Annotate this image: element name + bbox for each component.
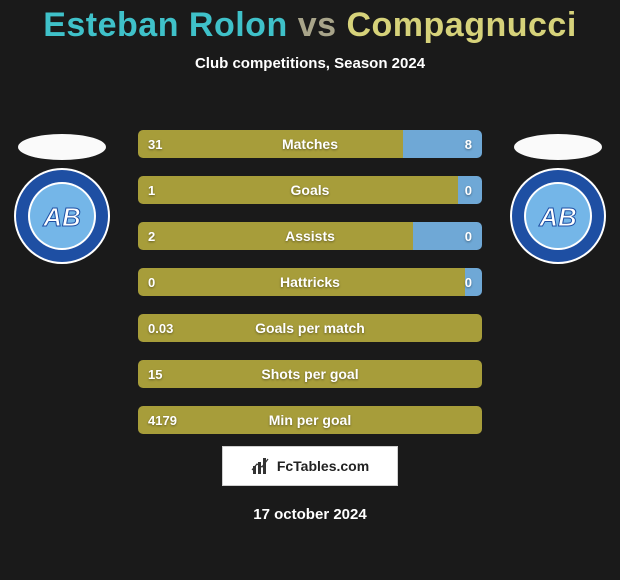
stat-label: Assists <box>138 222 482 250</box>
stat-value-right: 0 <box>465 222 472 250</box>
stat-value-left: 2 <box>148 222 155 250</box>
brand-logo-box: FcTables.com <box>222 446 398 486</box>
club-badge-svg: AB <box>12 166 112 266</box>
page-title: Esteban Rolon vs Compagnucci <box>0 6 620 45</box>
stat-label: Goals <box>138 176 482 204</box>
svg-text:AB: AB <box>42 202 81 232</box>
stat-row: Goals1 0 <box>138 176 482 204</box>
stat-value-left: 31 <box>148 130 162 158</box>
stat-row: Min per goal4179 <box>138 406 482 434</box>
player2-club-badge: AB <box>508 166 608 266</box>
footer-date: 17 october 2024 <box>0 506 620 523</box>
player1-name: Esteban Rolon <box>43 6 288 44</box>
vs-separator: vs <box>298 6 337 44</box>
stat-label: Min per goal <box>138 406 482 434</box>
stat-value-right: 0 <box>465 268 472 296</box>
player2-name: Compagnucci <box>346 6 576 44</box>
player2-shadow-ellipse <box>514 134 602 160</box>
club-badge-svg: AB <box>508 166 608 266</box>
subtitle: Club competitions, Season 2024 <box>0 55 620 72</box>
stat-label: Hattricks <box>138 268 482 296</box>
brand-text: FcTables.com <box>277 458 369 474</box>
player1-shadow-ellipse <box>18 134 106 160</box>
stat-value-left: 4179 <box>148 406 177 434</box>
comparison-infographic: Esteban Rolon vs Compagnucci Club compet… <box>0 6 620 580</box>
stat-row: Goals per match0.03 <box>138 314 482 342</box>
stat-value-left: 0.03 <box>148 314 173 342</box>
stat-label: Matches <box>138 130 482 158</box>
stat-value-left: 0 <box>148 268 155 296</box>
stat-value-left: 1 <box>148 176 155 204</box>
stat-bars: Matches318Goals10Assists20Hattricks00Goa… <box>138 130 482 452</box>
stat-row: Assists2 0 <box>138 222 482 250</box>
stat-label: Shots per goal <box>138 360 482 388</box>
stat-value-right: 8 <box>465 130 472 158</box>
stat-row: Shots per goal15 <box>138 360 482 388</box>
stat-row: Hattricks0 0 <box>138 268 482 296</box>
stat-value-right: 0 <box>465 176 472 204</box>
stat-value-left: 15 <box>148 360 162 388</box>
player1-club-badge: AB <box>12 166 112 266</box>
stat-label: Goals per match <box>138 314 482 342</box>
bar-chart-icon <box>251 456 271 476</box>
svg-text:AB: AB <box>538 202 577 232</box>
stat-row: Matches31 8 <box>138 130 482 158</box>
